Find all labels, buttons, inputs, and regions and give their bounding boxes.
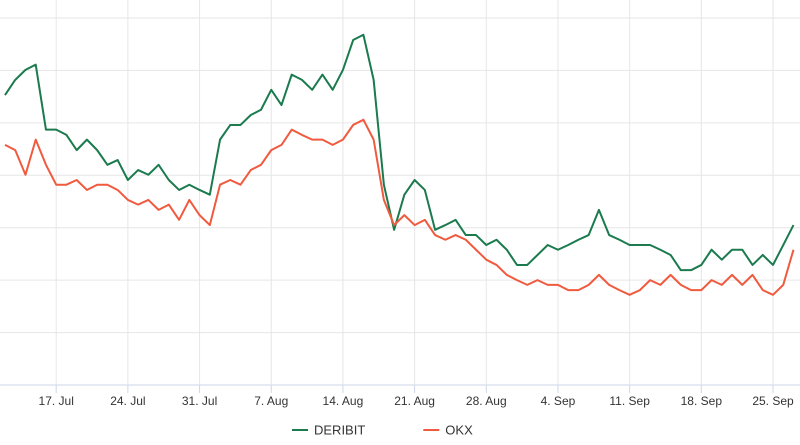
legend: DERIBIT OKX xyxy=(292,422,473,437)
series-line xyxy=(4,33,795,272)
series-line xyxy=(4,118,795,296)
x-tick-label: 31. Jul xyxy=(182,394,217,408)
legend-label: OKX xyxy=(445,422,473,437)
x-tick-label: 28. Aug xyxy=(466,394,507,408)
x-tick-label: 21. Aug xyxy=(394,394,435,408)
x-tick-label: 4. Sep xyxy=(541,394,576,408)
x-tick-label: 7. Aug xyxy=(254,394,288,408)
x-tick-label: 17. Jul xyxy=(39,394,74,408)
x-tick-label: 11. Sep xyxy=(609,394,650,408)
legend-label: DERIBIT xyxy=(314,422,365,437)
x-tick-label: 25. Sep xyxy=(752,394,794,408)
x-tick-label: 24. Jul xyxy=(110,394,145,408)
x-tick-label: 14. Aug xyxy=(323,394,364,408)
x-tick-label: 18. Sep xyxy=(681,394,723,408)
